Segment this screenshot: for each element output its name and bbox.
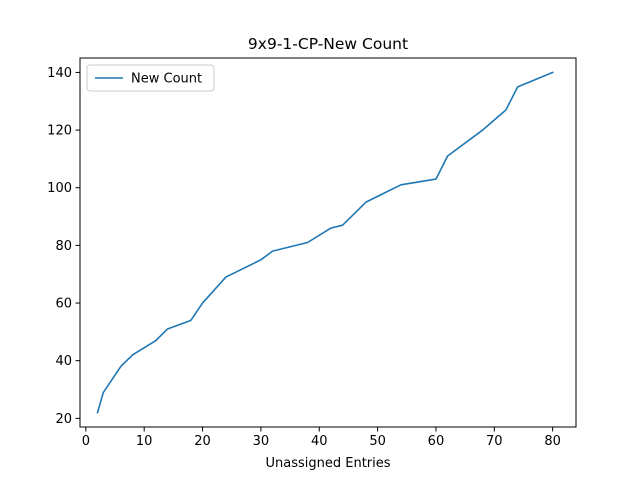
y-tick-label: 60 xyxy=(55,297,72,312)
x-tick-label: 70 xyxy=(486,434,503,449)
x-tick-label: 50 xyxy=(369,434,386,449)
x-tick-label: 20 xyxy=(194,434,211,449)
plot-area-frame xyxy=(79,57,577,428)
y-tick-label: 20 xyxy=(55,412,72,427)
y-tick-label: 120 xyxy=(47,124,72,139)
x-tick-label: 60 xyxy=(428,434,445,449)
x-tick-label: 30 xyxy=(253,434,270,449)
chart-title: 9x9-1-CP-New Count xyxy=(248,35,408,53)
y-tick-label: 140 xyxy=(47,66,72,81)
series-line-new-count xyxy=(96,71,554,414)
x-tick-label: 40 xyxy=(311,434,328,449)
legend: New Count xyxy=(86,64,215,92)
y-tick-label: 100 xyxy=(47,181,72,196)
y-tick-label: 80 xyxy=(55,239,72,254)
y-axis-ticks: 20 40 60 80 100 120 140 xyxy=(47,66,80,427)
x-tick-label: 10 xyxy=(136,434,153,449)
x-tick-label: 80 xyxy=(544,434,561,449)
legend-box xyxy=(86,64,215,92)
legend-entry-label: New Count xyxy=(131,72,202,87)
x-axis-label: Unassigned Entries xyxy=(265,456,390,471)
x-axis-ticks: 0 10 20 30 40 50 60 70 80 xyxy=(82,427,561,449)
y-tick-label: 40 xyxy=(55,354,72,369)
series-layer xyxy=(96,71,554,414)
x-tick-label: 0 xyxy=(82,434,90,449)
